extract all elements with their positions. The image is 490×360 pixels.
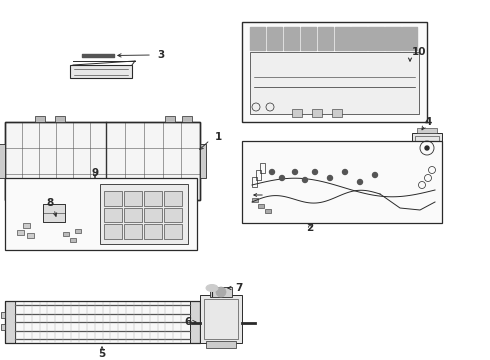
Bar: [144, 224, 162, 239]
Bar: [43, 204, 65, 222]
Bar: [5, 122, 200, 200]
Bar: [265, 209, 271, 213]
Circle shape: [358, 180, 363, 184]
Bar: [206, 341, 236, 348]
Circle shape: [270, 170, 274, 175]
Circle shape: [293, 170, 297, 175]
Bar: [104, 208, 122, 222]
Text: 2: 2: [306, 223, 314, 233]
Bar: [35, 116, 45, 122]
Bar: [17, 230, 24, 235]
Bar: [104, 224, 122, 239]
Bar: [250, 52, 419, 114]
Circle shape: [216, 287, 226, 297]
Circle shape: [313, 170, 318, 175]
Bar: [200, 295, 242, 343]
Bar: [260, 163, 265, 173]
Bar: [258, 204, 264, 208]
Bar: [55, 116, 65, 122]
Text: 9: 9: [92, 168, 98, 178]
Text: 10: 10: [412, 47, 426, 57]
Text: 8: 8: [47, 198, 53, 208]
Text: 7: 7: [235, 283, 243, 293]
Bar: [15, 301, 190, 343]
Circle shape: [425, 146, 429, 150]
Bar: [200, 144, 206, 178]
Ellipse shape: [206, 284, 218, 292]
Bar: [242, 22, 427, 122]
Bar: [144, 191, 162, 206]
Bar: [164, 191, 182, 206]
Bar: [5, 178, 197, 250]
Bar: [292, 109, 302, 117]
Bar: [70, 65, 132, 78]
Text: 4: 4: [424, 117, 432, 127]
Bar: [164, 208, 182, 222]
Bar: [124, 208, 142, 222]
Bar: [242, 141, 442, 223]
Bar: [412, 133, 442, 163]
Bar: [332, 109, 342, 117]
Text: 5: 5: [98, 349, 106, 359]
Circle shape: [302, 177, 308, 183]
Bar: [63, 232, 69, 236]
Bar: [256, 170, 261, 180]
Bar: [164, 224, 182, 239]
Bar: [1, 324, 5, 330]
Bar: [312, 109, 322, 117]
Bar: [23, 223, 30, 228]
Circle shape: [279, 175, 285, 180]
Bar: [124, 224, 142, 239]
Bar: [200, 324, 205, 330]
Bar: [200, 311, 205, 318]
Bar: [75, 229, 81, 233]
Bar: [252, 198, 258, 202]
Bar: [104, 191, 122, 206]
Bar: [70, 238, 76, 242]
Bar: [5, 301, 200, 343]
Text: 3: 3: [157, 50, 164, 60]
Bar: [204, 299, 238, 339]
Bar: [210, 287, 232, 297]
Bar: [5, 301, 15, 343]
Circle shape: [343, 170, 347, 175]
Circle shape: [372, 172, 377, 177]
Bar: [0, 144, 5, 178]
Bar: [165, 116, 175, 122]
Bar: [415, 136, 439, 160]
Circle shape: [327, 175, 333, 180]
Bar: [1, 311, 5, 318]
Bar: [27, 233, 34, 238]
Text: 1: 1: [215, 132, 222, 142]
Bar: [144, 208, 162, 222]
Text: 6: 6: [184, 317, 192, 327]
Bar: [43, 204, 65, 222]
Bar: [252, 177, 257, 187]
Bar: [182, 116, 192, 122]
Bar: [5, 122, 200, 200]
Bar: [124, 191, 142, 206]
Bar: [417, 128, 437, 133]
Bar: [100, 184, 188, 244]
Bar: [190, 301, 200, 343]
